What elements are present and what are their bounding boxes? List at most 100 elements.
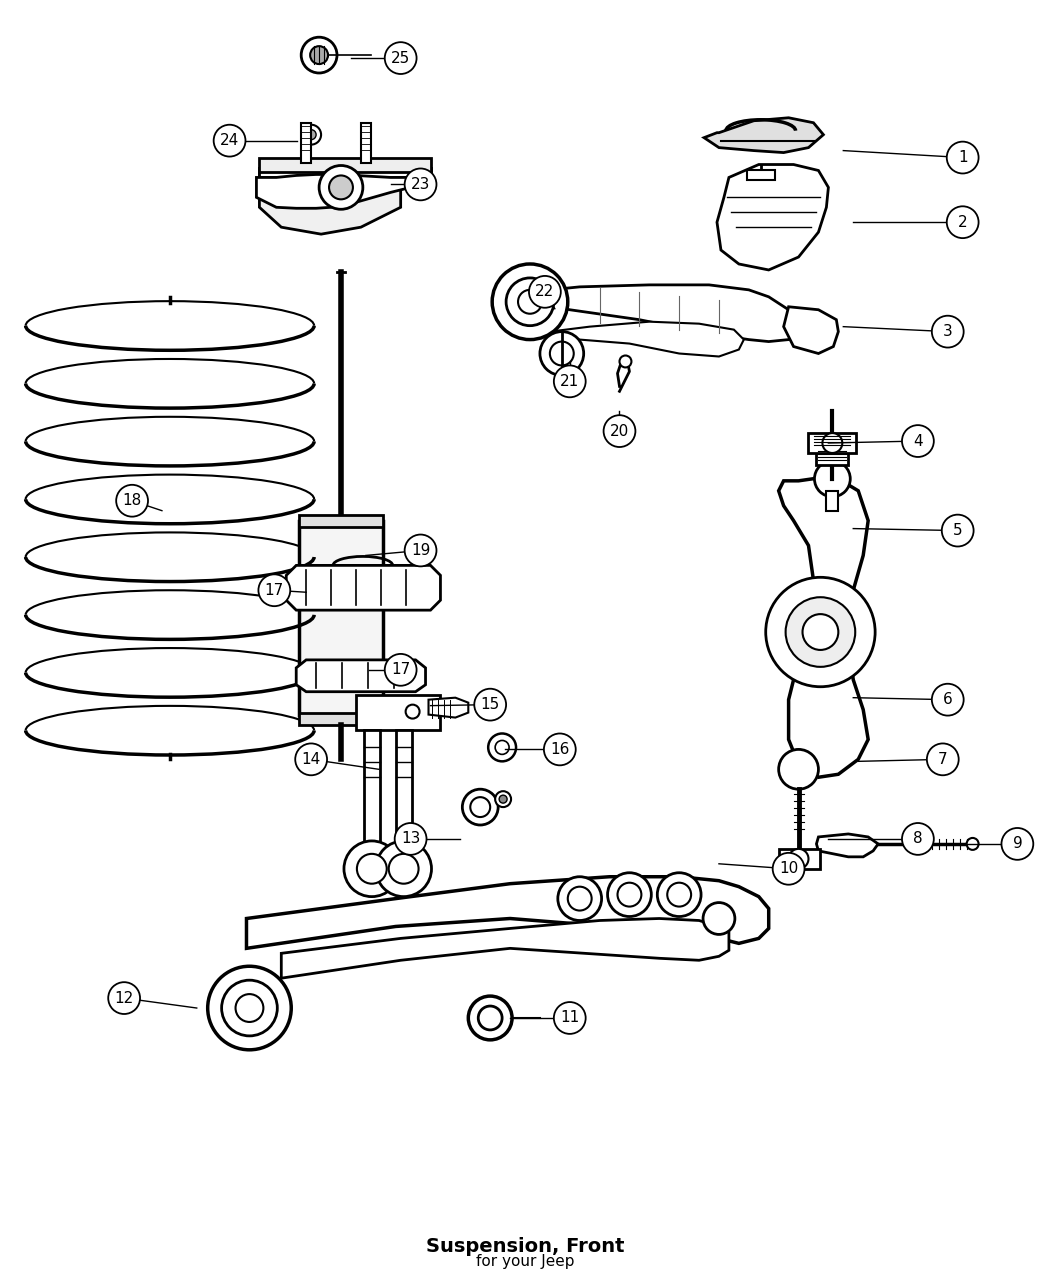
Polygon shape bbox=[247, 877, 769, 949]
Polygon shape bbox=[296, 660, 425, 692]
Text: 7: 7 bbox=[938, 752, 947, 766]
Polygon shape bbox=[530, 284, 799, 342]
Bar bbox=[301, 122, 311, 162]
Bar bbox=[826, 491, 838, 511]
Polygon shape bbox=[287, 565, 440, 611]
Circle shape bbox=[357, 854, 386, 884]
Circle shape bbox=[558, 877, 602, 921]
Text: 19: 19 bbox=[411, 543, 430, 558]
Bar bbox=[259, 158, 430, 172]
Polygon shape bbox=[705, 117, 823, 153]
Bar bbox=[299, 713, 383, 724]
Text: 11: 11 bbox=[560, 1011, 580, 1025]
Circle shape bbox=[499, 796, 507, 803]
Text: 9: 9 bbox=[1012, 836, 1023, 852]
Bar bbox=[396, 729, 412, 849]
Circle shape bbox=[544, 733, 575, 765]
Circle shape bbox=[785, 597, 856, 667]
Circle shape bbox=[802, 615, 838, 650]
Polygon shape bbox=[717, 164, 828, 270]
Circle shape bbox=[301, 37, 337, 73]
Circle shape bbox=[617, 882, 642, 907]
Polygon shape bbox=[259, 167, 430, 177]
Circle shape bbox=[475, 688, 506, 720]
Circle shape bbox=[773, 853, 804, 885]
Text: 20: 20 bbox=[610, 423, 629, 439]
Bar bbox=[808, 434, 856, 453]
Circle shape bbox=[344, 842, 400, 896]
Circle shape bbox=[405, 705, 420, 719]
Polygon shape bbox=[428, 697, 468, 718]
Circle shape bbox=[789, 849, 808, 868]
Circle shape bbox=[822, 434, 842, 453]
Circle shape bbox=[553, 1002, 586, 1034]
Circle shape bbox=[384, 42, 417, 74]
Polygon shape bbox=[817, 834, 878, 857]
Circle shape bbox=[388, 854, 419, 884]
Circle shape bbox=[384, 654, 417, 686]
Text: 24: 24 bbox=[219, 133, 239, 148]
Text: 8: 8 bbox=[914, 831, 923, 847]
Text: 13: 13 bbox=[401, 831, 420, 847]
Circle shape bbox=[117, 484, 148, 516]
Text: Suspension, Front: Suspension, Front bbox=[425, 1237, 625, 1256]
Circle shape bbox=[376, 842, 432, 896]
Circle shape bbox=[931, 683, 964, 715]
Text: 21: 21 bbox=[560, 374, 580, 389]
Text: 10: 10 bbox=[779, 862, 798, 876]
Bar bbox=[364, 729, 380, 849]
Circle shape bbox=[667, 882, 691, 907]
Bar bbox=[361, 122, 371, 162]
Text: 14: 14 bbox=[301, 752, 320, 766]
Circle shape bbox=[657, 873, 701, 917]
Circle shape bbox=[506, 278, 553, 325]
Circle shape bbox=[608, 873, 651, 917]
Circle shape bbox=[568, 886, 591, 910]
Circle shape bbox=[222, 980, 277, 1035]
Bar bbox=[356, 695, 440, 729]
Circle shape bbox=[550, 342, 573, 366]
Text: 5: 5 bbox=[953, 523, 963, 538]
Circle shape bbox=[902, 824, 933, 854]
Polygon shape bbox=[550, 321, 743, 357]
Circle shape bbox=[395, 824, 426, 854]
Circle shape bbox=[927, 743, 959, 775]
Circle shape bbox=[815, 462, 851, 497]
Text: 15: 15 bbox=[481, 697, 500, 713]
Polygon shape bbox=[779, 476, 868, 778]
Text: 2: 2 bbox=[958, 214, 967, 230]
Text: 17: 17 bbox=[265, 583, 284, 598]
Circle shape bbox=[208, 966, 291, 1049]
Text: 17: 17 bbox=[391, 662, 411, 677]
Circle shape bbox=[319, 166, 363, 209]
Circle shape bbox=[496, 741, 509, 755]
Bar bbox=[299, 520, 383, 714]
Circle shape bbox=[492, 264, 568, 339]
Text: 22: 22 bbox=[536, 284, 554, 300]
Circle shape bbox=[478, 1006, 502, 1030]
Bar bbox=[747, 171, 775, 181]
Circle shape bbox=[307, 130, 316, 140]
Text: 18: 18 bbox=[123, 493, 142, 509]
Circle shape bbox=[1002, 827, 1033, 859]
Text: 25: 25 bbox=[391, 51, 411, 65]
Circle shape bbox=[779, 750, 818, 789]
Circle shape bbox=[213, 125, 246, 157]
Polygon shape bbox=[256, 175, 411, 208]
Text: 6: 6 bbox=[943, 692, 952, 708]
Circle shape bbox=[108, 982, 140, 1014]
Circle shape bbox=[404, 168, 437, 200]
Bar bbox=[779, 849, 820, 868]
Circle shape bbox=[235, 994, 264, 1023]
Polygon shape bbox=[259, 167, 430, 177]
Circle shape bbox=[620, 356, 631, 367]
Circle shape bbox=[258, 574, 290, 606]
Circle shape bbox=[470, 797, 490, 817]
Circle shape bbox=[488, 733, 516, 761]
Circle shape bbox=[902, 425, 933, 456]
Circle shape bbox=[468, 996, 512, 1040]
Circle shape bbox=[967, 838, 979, 850]
Circle shape bbox=[310, 46, 328, 64]
Polygon shape bbox=[259, 177, 401, 235]
Circle shape bbox=[329, 176, 353, 199]
